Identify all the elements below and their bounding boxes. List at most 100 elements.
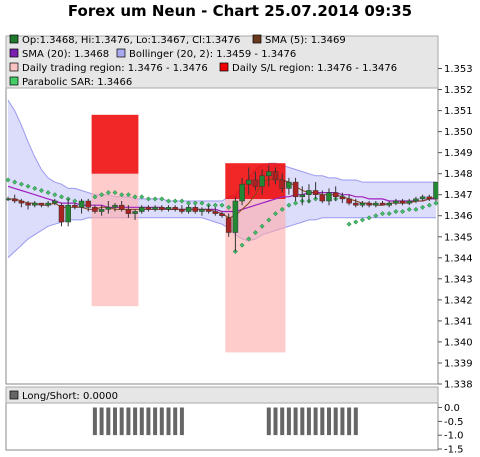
sar-point: [373, 213, 379, 219]
long-short-bar: [306, 407, 311, 436]
candle-body: [359, 202, 366, 206]
candle-body: [98, 209, 105, 212]
candle: [159, 205, 165, 212]
candle: [299, 186, 306, 206]
chart-title: Forex um Neun - Chart 25.07.2014 09:35: [67, 2, 413, 20]
bollinger-upper-line: [7, 99, 436, 202]
candle: [219, 211, 225, 218]
sar-point: [199, 200, 205, 206]
sar-point: [105, 190, 111, 196]
candle: [85, 198, 92, 212]
candle: [11, 194, 18, 204]
candle-body: [299, 194, 306, 198]
candle-body: [406, 200, 413, 204]
sar-point: [172, 198, 178, 204]
candle: [132, 209, 138, 220]
trading-region-0: [91, 173, 139, 307]
long-short-bar: [353, 407, 358, 436]
sar-point: [313, 196, 319, 202]
candle-body: [339, 196, 346, 200]
sar-point: [226, 204, 232, 210]
candle: [32, 201, 38, 208]
sar-point: [246, 236, 252, 242]
candle: [393, 198, 399, 206]
candle-body: [165, 207, 172, 210]
y-tick-label: 1.350: [444, 127, 473, 138]
candle-body: [159, 207, 165, 210]
candle-body: [172, 207, 178, 210]
candle-body: [312, 190, 319, 195]
sar-point: [279, 206, 285, 212]
candle: [312, 182, 319, 199]
candle-body: [192, 207, 199, 212]
candle-body: [366, 202, 372, 206]
sar-point: [393, 208, 399, 215]
candle-body: [185, 207, 192, 212]
long-short-bar: [106, 407, 111, 436]
candle-body: [326, 192, 332, 202]
candle-body: [393, 200, 399, 204]
y-tick-label: 1.351: [444, 106, 473, 117]
candle-body: [32, 202, 38, 206]
candle: [319, 190, 326, 204]
candle-body: [65, 204, 71, 223]
candle-body: [58, 204, 65, 223]
candle: [58, 203, 65, 227]
sar-point: [18, 181, 24, 187]
candle: [18, 198, 25, 208]
candle-body: [346, 198, 352, 204]
sar-point: [52, 192, 58, 198]
candle: [413, 196, 419, 204]
long-short-bar: [313, 407, 318, 436]
candle-body: [112, 204, 118, 208]
candle-body: [433, 181, 438, 200]
candle-body: [353, 202, 359, 206]
candle-body: [72, 204, 78, 208]
candle-body: [92, 207, 98, 212]
legend-label: Long/Short: 0.0000: [22, 391, 118, 402]
sl-region-1: [91, 114, 139, 174]
long-short-bar: [92, 407, 97, 436]
sar-point: [420, 204, 426, 210]
y-tick-label: 1.340: [444, 337, 473, 348]
sar-point: [32, 185, 38, 191]
candle-body: [413, 198, 419, 202]
y-tick-label: 1.341: [444, 316, 473, 327]
sar-point: [353, 219, 359, 225]
candle: [45, 201, 51, 208]
candle: [353, 198, 359, 208]
y-tick-label: 1.344: [444, 253, 473, 264]
candle-body: [199, 209, 205, 212]
candle: [98, 205, 105, 216]
candle-body: [11, 198, 18, 202]
sar-point: [252, 230, 258, 236]
long-short-bar: [173, 407, 178, 436]
long-short-bar: [333, 407, 338, 436]
candle: [199, 207, 205, 216]
sar-point: [58, 194, 65, 200]
candle-body: [18, 200, 25, 204]
candle: [332, 186, 339, 201]
sar-point: [6, 177, 11, 183]
candle-body: [125, 209, 132, 214]
sar-point: [259, 223, 265, 229]
candle-body: [212, 211, 219, 214]
sar-point: [45, 190, 51, 196]
sar-point: [112, 190, 118, 196]
candle: [252, 171, 259, 191]
long-short-bar: [166, 407, 171, 436]
candle: [426, 194, 433, 201]
candle: [339, 192, 346, 204]
candle-body: [306, 190, 312, 195]
sar-point: [219, 202, 225, 208]
candle: [406, 198, 413, 206]
candle-body: [286, 181, 292, 189]
y-tick-label: 1.347: [444, 190, 473, 201]
y-tick-label: 0.0: [444, 403, 460, 414]
candle-body: [426, 196, 433, 200]
main-legend: Op:1.3468, Hi:1.3476, Lo:1.3467, Cl:1.34…: [9, 34, 397, 88]
candle-body: [266, 171, 272, 177]
y-tick-label: -0.5: [444, 417, 464, 428]
sar-point: [38, 187, 44, 194]
sar-point: [92, 194, 98, 200]
